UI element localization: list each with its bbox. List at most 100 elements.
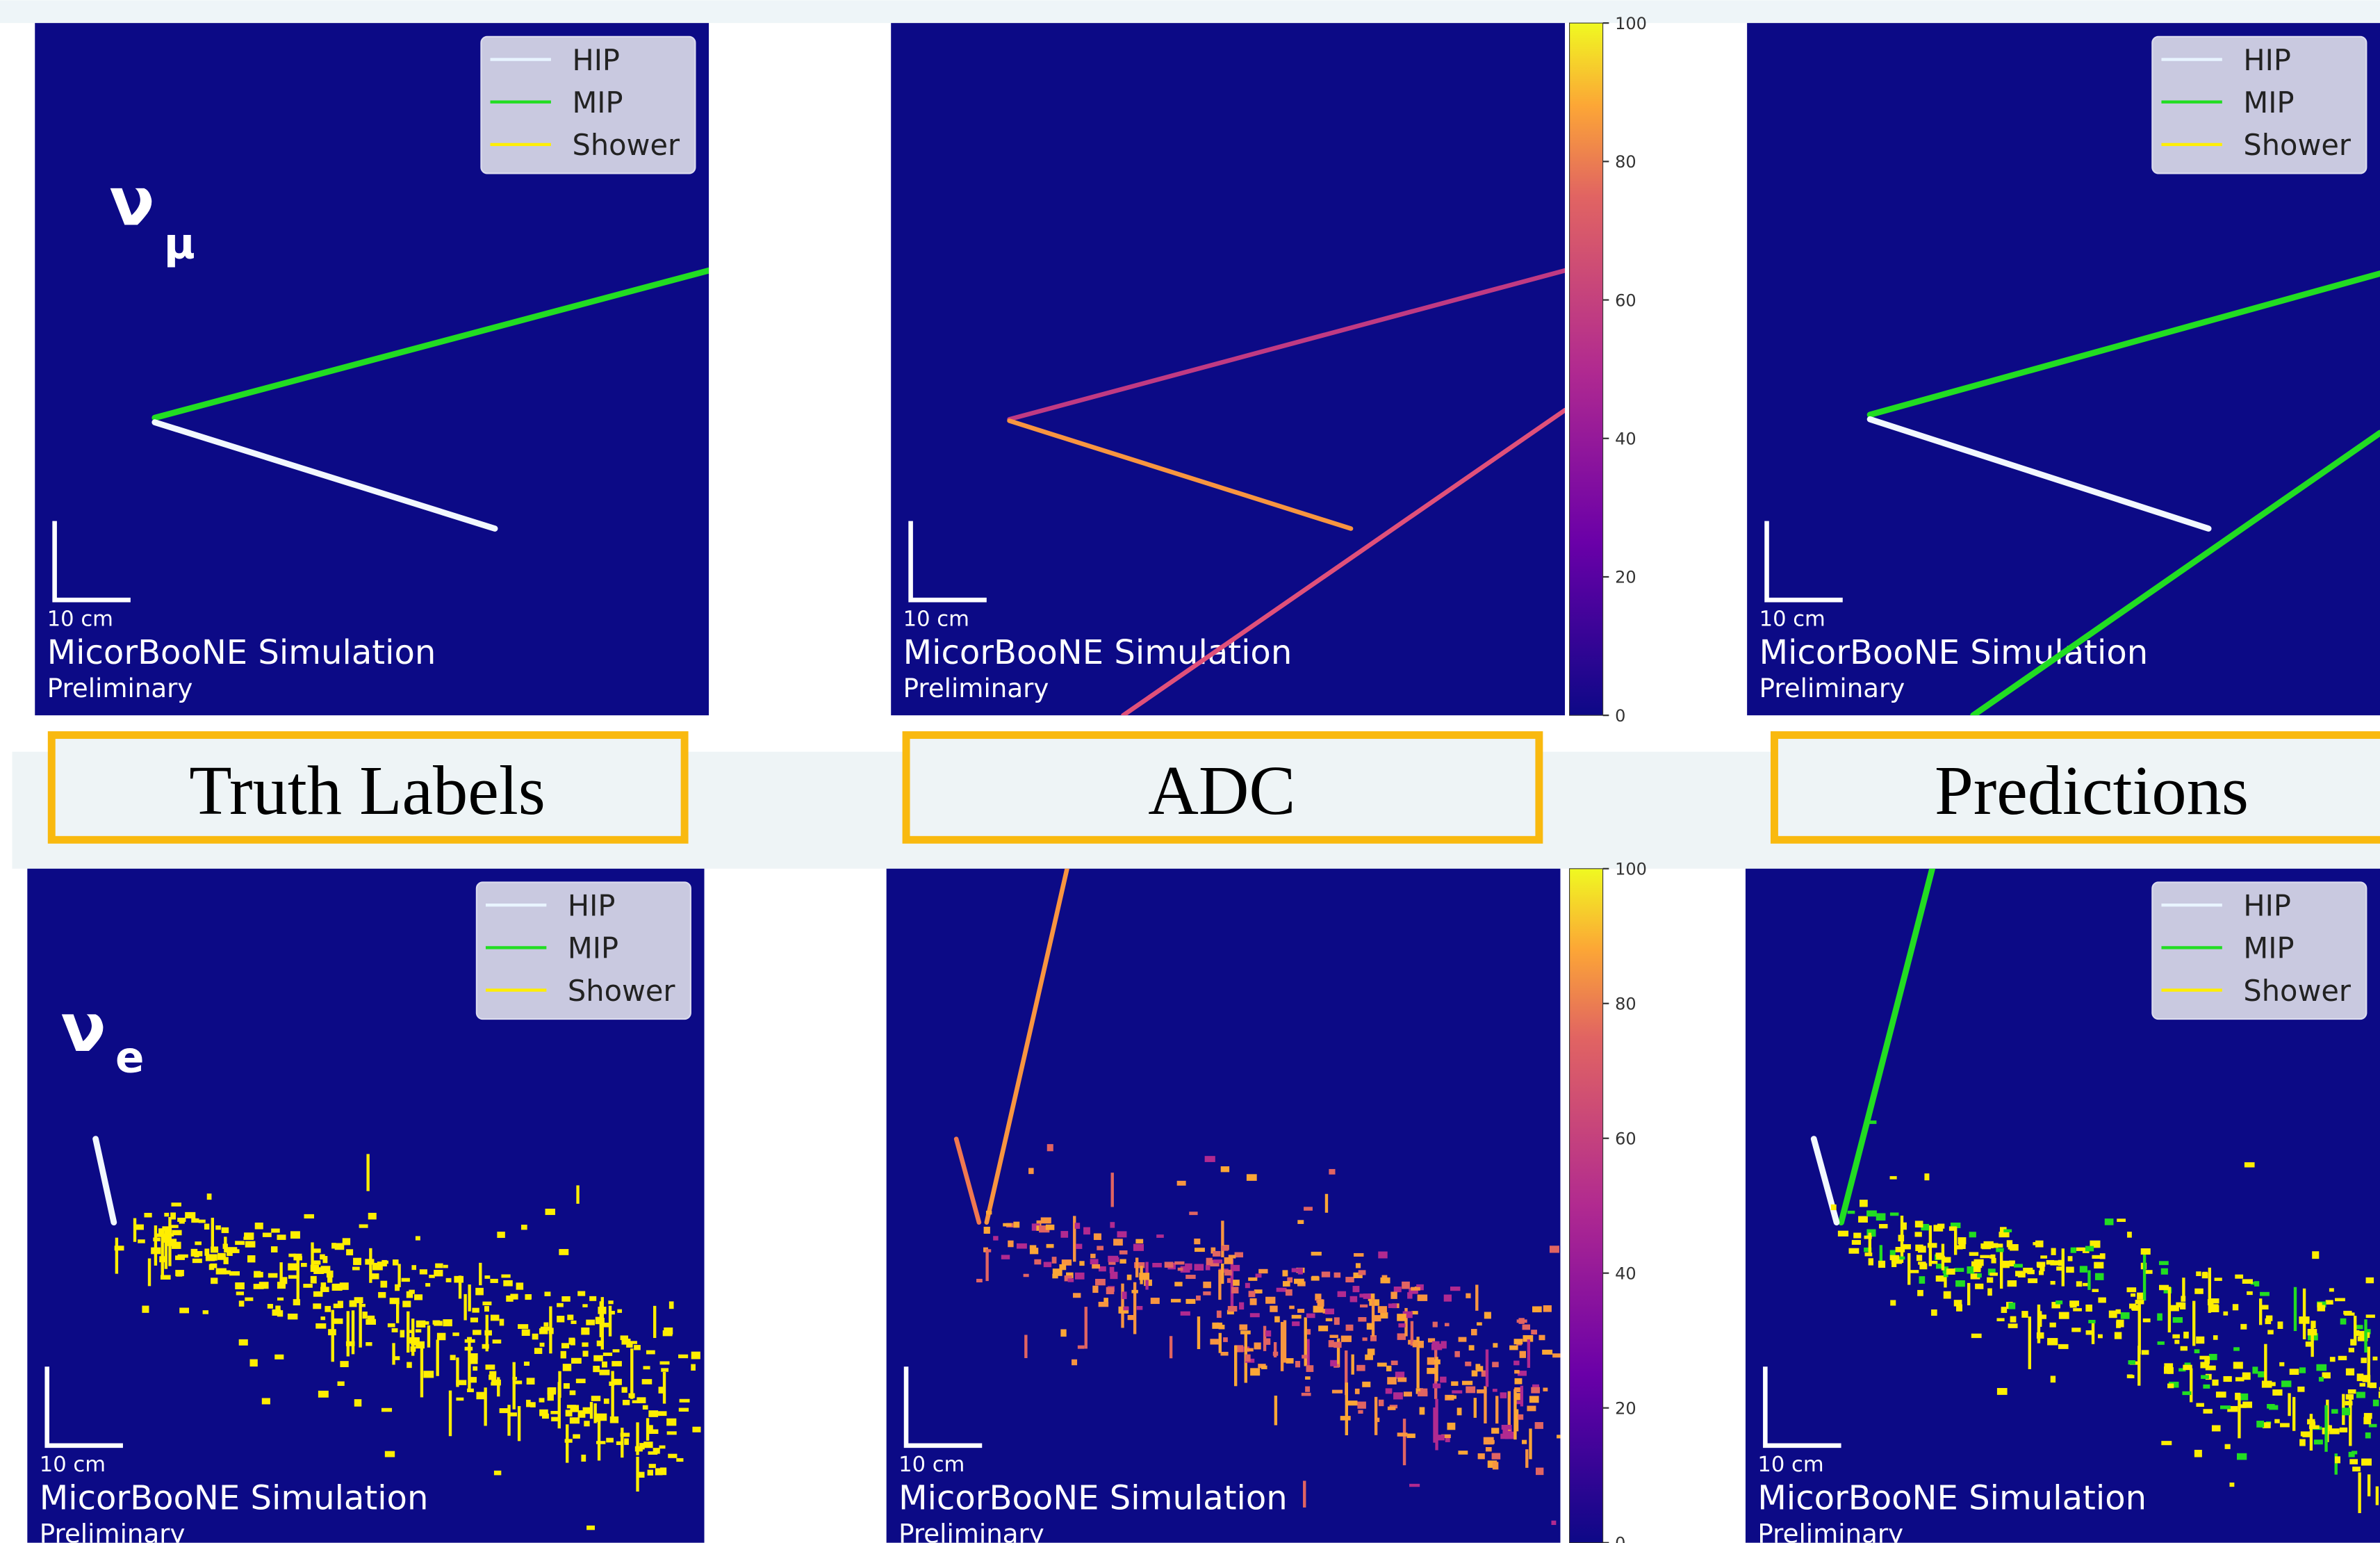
shower-hit [1095, 1279, 1106, 1285]
shower-hit [1110, 1222, 1115, 1227]
shower-hit [500, 1319, 504, 1325]
shower-hit [598, 1307, 606, 1314]
shower-hit [1289, 1306, 1295, 1309]
shower-hit [2050, 1260, 2060, 1265]
shower-hit [473, 1330, 482, 1334]
shower-hit [1117, 1231, 1126, 1237]
shower-hit [1896, 1247, 1905, 1252]
shower-hit [2308, 1329, 2317, 1335]
shower-hit [2307, 1419, 2315, 1425]
shower-hit [1228, 1306, 1238, 1312]
shower-hit [2215, 1277, 2222, 1281]
shower-hit [472, 1308, 479, 1313]
shower-hit [1217, 1311, 1222, 1319]
shower-hit [327, 1276, 332, 1282]
shower-hit [1292, 1268, 1300, 1273]
shower-hit [1092, 1286, 1098, 1293]
shower-hit [2349, 1452, 2355, 1458]
shower-hit [548, 1387, 556, 1394]
shower-hit [1311, 1252, 1322, 1256]
shower-hit [2237, 1453, 2247, 1460]
shower-hit [2340, 1428, 2347, 1432]
shower-hit [271, 1246, 278, 1252]
shower-hit [239, 1300, 245, 1306]
shower-hit [680, 1399, 690, 1403]
shower-hit [138, 1239, 145, 1243]
shower-hit [2338, 1356, 2347, 1360]
shower-hit [2203, 1409, 2212, 1414]
shower-hit [2302, 1434, 2310, 1437]
shower-hit [489, 1371, 496, 1375]
shower-hit [1459, 1337, 1467, 1342]
shower-hit [311, 1265, 319, 1272]
shower-hit [1273, 1352, 1278, 1356]
shower-hit [2319, 1377, 2324, 1382]
shower-hit [1358, 1317, 1366, 1322]
shower-hit [320, 1266, 330, 1273]
shower-hit [470, 1318, 478, 1323]
shower-hit [648, 1429, 658, 1434]
shower-hit [558, 1371, 561, 1398]
shower-hit [1213, 1251, 1220, 1257]
shower-hit [435, 1264, 443, 1268]
shower-hit [1495, 1396, 1498, 1423]
scale-label: 10 cm [40, 1453, 106, 1477]
shower-hit [1295, 1361, 1300, 1367]
shower-hit [2260, 1292, 2270, 1296]
shower-hit [1907, 1253, 1910, 1285]
shower-hit [632, 1400, 640, 1403]
watermark-sub: Preliminary [898, 1519, 1044, 1543]
shower-hit [1852, 1240, 1861, 1245]
page: Truth Labels ADC Predictions HIPMIPShowe… [0, 0, 2380, 1543]
shower-hit [1406, 1434, 1415, 1438]
shower-hit [659, 1446, 666, 1449]
shower-hit [1477, 1389, 1487, 1394]
shower-hit [2299, 1439, 2306, 1446]
shower-hit [392, 1343, 395, 1364]
shower-hit [353, 1258, 361, 1265]
shower-hit [1475, 1284, 1478, 1310]
shower-hit [1493, 1389, 1497, 1391]
shower-hit [115, 1246, 124, 1250]
shower-hit [161, 1228, 164, 1277]
shower-hit [527, 1378, 535, 1385]
shower-hit [2172, 1334, 2180, 1339]
shower-hit [583, 1407, 592, 1414]
shower-hit [243, 1236, 254, 1240]
shower-hit [577, 1291, 585, 1296]
shower-hit [1444, 1295, 1452, 1302]
shower-hit [1974, 1259, 1984, 1266]
shower-hit [1409, 1484, 1420, 1487]
colorbar-tick-label: 60 [1615, 1129, 1636, 1148]
shower-hit [1397, 1314, 1406, 1321]
colorbar-tick-label: 100 [1615, 860, 1647, 879]
shower-hit [366, 1154, 369, 1191]
shower-hit [1954, 1268, 1964, 1272]
shower-hit [1954, 1227, 1957, 1255]
shower-hit [2105, 1218, 2114, 1225]
shower-hit [1942, 1244, 1944, 1271]
shower-hit [613, 1349, 620, 1353]
shower-hit [172, 1230, 182, 1236]
shower-hit [657, 1411, 666, 1416]
shower-hit [1333, 1342, 1341, 1348]
shower-hit [561, 1351, 566, 1359]
shower-hit [550, 1411, 558, 1414]
shower-hit [2369, 1424, 2377, 1428]
shower-hit [1379, 1400, 1384, 1406]
shower-hit [678, 1355, 688, 1358]
shower-hit [1551, 1521, 1556, 1525]
shower-hit [191, 1249, 198, 1257]
shower-hit [1491, 1428, 1499, 1433]
shower-hit [1024, 1274, 1029, 1277]
shower-hit [612, 1361, 622, 1366]
shower-hit [586, 1526, 595, 1530]
shower-hit [2278, 1321, 2283, 1329]
shower-hit [2266, 1316, 2272, 1321]
shower-hit [1079, 1261, 1084, 1266]
shower-hit [1513, 1361, 1519, 1366]
shower-hit [1250, 1368, 1260, 1375]
shower-hit [518, 1406, 520, 1441]
shower-hit [2117, 1218, 2126, 1222]
shower-hit [2071, 1248, 2076, 1253]
